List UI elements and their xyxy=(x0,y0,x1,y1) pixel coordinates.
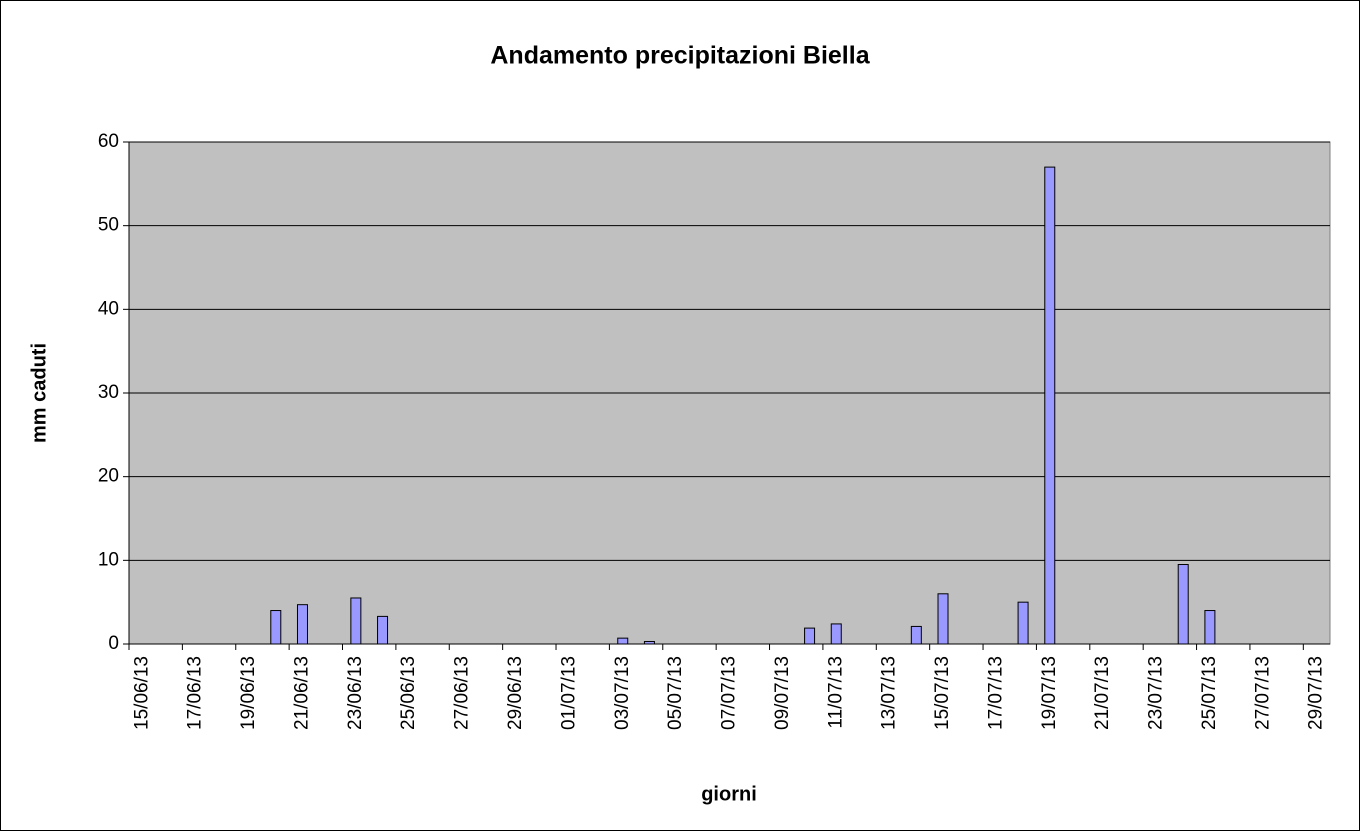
x-tick-label: 29/06/13 xyxy=(505,656,526,730)
bar xyxy=(377,615,389,645)
bar xyxy=(804,627,816,645)
y-tick-label: 40 xyxy=(98,298,119,319)
y-tick-label: 60 xyxy=(98,131,119,152)
y-tick-label: 0 xyxy=(108,633,119,654)
bar xyxy=(1017,601,1029,645)
x-tick-label: 23/07/13 xyxy=(1146,656,1167,730)
x-tick-label: 05/07/13 xyxy=(665,656,686,730)
x-tick-label: 27/06/13 xyxy=(452,656,473,730)
x-tick-label: 17/07/13 xyxy=(985,656,1006,730)
x-tick-label: 27/07/13 xyxy=(1252,656,1273,730)
x-tick-label: 25/07/13 xyxy=(1199,656,1220,730)
x-axis-label: giorni xyxy=(701,783,757,805)
x-tick-label: 11/07/13 xyxy=(825,656,846,729)
y-tick-label: 20 xyxy=(98,466,119,487)
x-tick-label: 21/07/13 xyxy=(1092,656,1113,730)
y-tick-label: 10 xyxy=(98,549,119,570)
x-tick-label: 03/07/13 xyxy=(612,656,633,730)
x-tick-label: 29/07/13 xyxy=(1306,656,1327,730)
y-axis-label: mm caduti xyxy=(28,343,50,443)
y-tick-label: 30 xyxy=(98,382,119,403)
bar xyxy=(296,604,308,645)
x-tick-label: 01/07/13 xyxy=(558,656,579,730)
bar xyxy=(937,593,949,645)
bar xyxy=(643,640,655,645)
x-tick-label: 19/07/13 xyxy=(1039,656,1060,730)
x-tick-label: 19/06/13 xyxy=(238,656,259,730)
bar xyxy=(350,597,362,645)
bar xyxy=(270,610,282,645)
bar xyxy=(1177,564,1189,645)
chart-title: Andamento precipitazioni Biella xyxy=(490,42,870,70)
bar xyxy=(1044,166,1056,645)
x-tick-label: 25/06/13 xyxy=(398,656,419,730)
x-tick-label: 23/06/13 xyxy=(345,656,366,730)
x-tick-label: 09/07/13 xyxy=(772,656,793,730)
bar xyxy=(910,625,922,645)
x-tick-label: 13/07/13 xyxy=(879,656,900,730)
bar xyxy=(830,623,842,645)
bar xyxy=(617,637,629,645)
bar xyxy=(1204,610,1216,645)
x-tick-label: 17/06/13 xyxy=(185,656,206,730)
x-tick-label: 21/06/13 xyxy=(291,656,312,730)
x-tick-label: 15/07/13 xyxy=(932,656,953,730)
x-tick-label: 07/07/13 xyxy=(719,656,740,730)
y-tick-label: 50 xyxy=(98,215,119,236)
x-tick-label: 15/06/13 xyxy=(131,656,152,730)
